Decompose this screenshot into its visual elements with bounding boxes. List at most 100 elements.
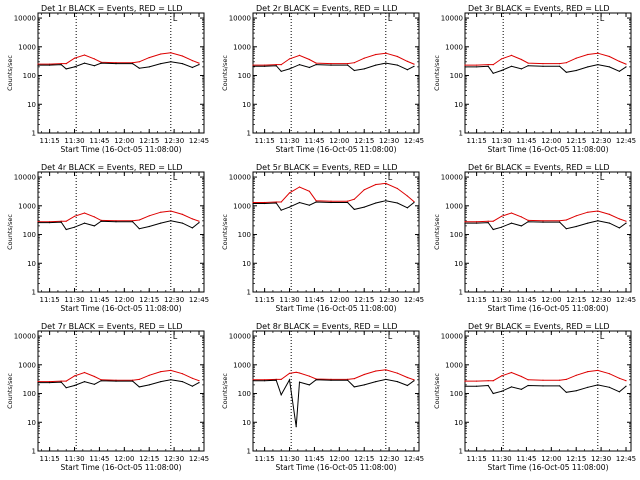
series-lld-point xyxy=(406,195,408,197)
x-tick-label: 12:30 xyxy=(591,137,611,145)
series-lld-point xyxy=(275,64,277,66)
series-events-point xyxy=(565,228,567,230)
series-lld-point xyxy=(280,201,282,203)
series-events-point xyxy=(93,383,95,385)
y-tick-label: 1 xyxy=(32,289,36,297)
series-lld-point xyxy=(330,63,332,65)
series-lld-point xyxy=(138,219,140,221)
y-tick-label: 10000 xyxy=(441,333,463,341)
series-lld-point xyxy=(170,369,172,371)
y-tick-label: 10000 xyxy=(229,333,251,341)
series-events-point xyxy=(65,68,67,70)
series-events-point xyxy=(280,70,282,72)
x-axis-label: Start Time (16-Oct-05 11:08:00) xyxy=(487,145,608,154)
x-tick-label: 11:45 xyxy=(89,455,109,463)
series-events-point xyxy=(308,66,310,69)
series-lld-point xyxy=(396,55,398,58)
series-events-point xyxy=(363,384,365,386)
series-lld-point xyxy=(132,379,134,381)
series-events-point xyxy=(406,69,408,71)
y-tick-label: 10000 xyxy=(441,15,463,23)
series-events-point xyxy=(476,222,478,224)
series-lld-point xyxy=(198,380,200,382)
series-lld-point xyxy=(191,60,193,62)
y-tick-label: 1 xyxy=(32,448,36,456)
series-lld-point xyxy=(191,377,193,379)
x-tick-label: 12:15 xyxy=(354,137,374,145)
series-lld-point xyxy=(413,63,415,65)
series-events-point xyxy=(170,61,172,63)
series-lld-line xyxy=(38,210,200,223)
panel-det-5: Det 5r BLACK = Events, RED = LLD 1 10 100 10… xyxy=(221,163,424,313)
y-tick-label: 1000 xyxy=(233,202,251,210)
series-lld-point xyxy=(542,379,544,381)
x-tick-label: 12:30 xyxy=(379,137,399,145)
series-events-point xyxy=(115,221,117,223)
series-lld-point xyxy=(565,62,567,64)
y-tick-label: 100 xyxy=(450,390,463,398)
series-lld-point xyxy=(625,63,627,65)
series-events-point xyxy=(60,221,62,223)
x-tick-label: 12:00 xyxy=(329,296,349,304)
series-lld-point xyxy=(148,215,150,217)
series-lld-point xyxy=(413,379,415,381)
series-events-point xyxy=(280,394,282,396)
panel-title: Det 7r BLACK = Events, RED = LLD xyxy=(41,322,183,331)
series-lld-point xyxy=(298,186,301,188)
series-events-point xyxy=(49,382,51,384)
series-events-point xyxy=(347,201,349,204)
series-events-point xyxy=(65,228,67,231)
x-tick-label: 12:30 xyxy=(164,455,184,463)
y-tick-label: 10 xyxy=(27,419,36,427)
series-lld-point xyxy=(280,378,282,380)
series-events-point xyxy=(288,379,291,381)
series-events-point xyxy=(49,64,51,66)
series-lld-point xyxy=(347,63,349,65)
series-lld-point xyxy=(198,220,200,222)
x-tick-label: 12:30 xyxy=(164,137,184,145)
series-lld-point xyxy=(385,182,387,184)
marker-label: L xyxy=(600,332,605,341)
series-lld-point xyxy=(625,380,627,382)
series-lld-point xyxy=(396,187,398,190)
series-lld-point xyxy=(93,216,95,218)
series-events-point xyxy=(353,208,355,210)
series-events-point xyxy=(160,222,162,224)
series-lld-point xyxy=(559,220,561,222)
y-tick-label: 100 xyxy=(23,72,36,80)
series-events-point xyxy=(49,222,51,224)
series-events-point xyxy=(520,225,523,227)
series-lld-point xyxy=(542,220,544,222)
series-lld-point xyxy=(520,216,523,218)
x-tick-label: 11:30 xyxy=(64,455,84,463)
y-axis-label: Counts/sec xyxy=(433,373,441,409)
y-axis-label: Counts/sec xyxy=(221,373,229,409)
series-lld-point xyxy=(476,221,478,223)
series-events-point xyxy=(476,66,478,68)
x-tick-label: 11:45 xyxy=(89,137,109,145)
series-lld-point xyxy=(527,219,529,221)
series-lld-point xyxy=(252,379,254,381)
marker-label: L xyxy=(388,332,393,341)
x-tick-label: 12:30 xyxy=(591,455,611,463)
series-events-point xyxy=(60,381,62,383)
series-events-point xyxy=(132,221,134,223)
series-events-point xyxy=(396,381,398,383)
series-events-point xyxy=(37,382,39,384)
series-events-point xyxy=(298,201,301,204)
series-lld-point xyxy=(49,221,51,223)
x-tick-label: 12:00 xyxy=(329,455,349,463)
series-lld-point xyxy=(608,55,611,58)
series-events-point xyxy=(464,222,466,224)
series-events-line xyxy=(38,220,200,231)
series-lld-point xyxy=(60,220,62,222)
x-tick-label: 12:00 xyxy=(114,137,134,145)
series-lld-point xyxy=(65,380,67,382)
series-events-point xyxy=(298,381,301,383)
y-tick-label: 10 xyxy=(242,419,251,427)
series-lld-point xyxy=(353,378,355,380)
y-tick-label: 1 xyxy=(247,448,251,456)
series-lld-point xyxy=(559,63,561,65)
series-events-point xyxy=(396,64,398,66)
x-tick-label: 11:30 xyxy=(491,137,511,145)
